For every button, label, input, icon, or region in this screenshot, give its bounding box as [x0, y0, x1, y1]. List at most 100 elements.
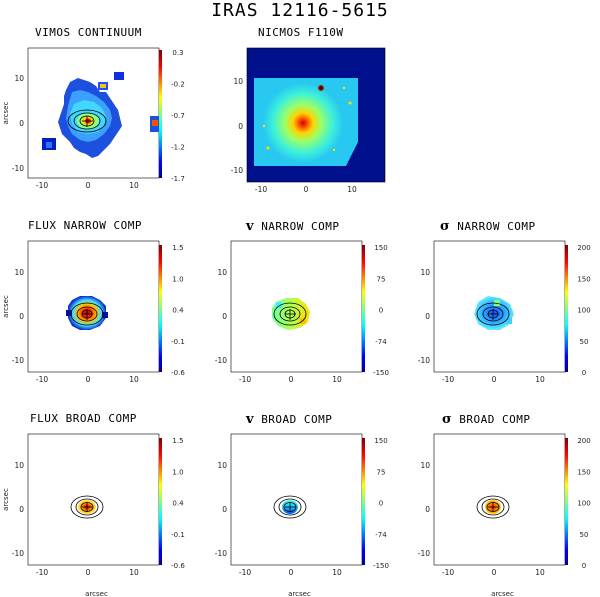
colorbar-tick-label: 75: [377, 468, 386, 476]
colorbar-tick-label: 0.4: [172, 500, 184, 508]
center-cross: [488, 502, 499, 512]
x-tick-label: -10: [255, 185, 267, 194]
y-tick-label: -10: [12, 356, 24, 365]
colorbar-tick-label: 0: [379, 500, 383, 508]
center-cross: [82, 116, 93, 127]
colorbar-tick-label: 1.5: [172, 437, 183, 445]
colorbar-tick-label: -0.6: [171, 369, 185, 377]
panel-title-sigma-narrow: σ NARROW COMP: [440, 219, 536, 234]
panel-title-flux-broad: FLUX BROAD COMP: [30, 412, 137, 425]
x-axis-label: arcsec: [288, 590, 311, 597]
y-tick-label: -10: [215, 356, 227, 365]
panel-title-text: NARROW COMP: [261, 220, 340, 233]
x-axis-label: arcsec: [85, 590, 108, 597]
panel-title-text: BROAD COMP: [459, 413, 531, 426]
x-tick-label: 10: [129, 375, 139, 384]
colorbar-tick-label: 0.3: [172, 49, 183, 57]
x-tick-label: 10: [347, 185, 357, 194]
colorbar-tick-label: 150: [374, 244, 387, 252]
x-tick-label: 0: [86, 375, 91, 384]
y-tick-label: -10: [418, 549, 430, 558]
y-tick-label: 0: [19, 119, 24, 128]
y-tick-label: 10: [420, 268, 430, 277]
v-symbol: v: [246, 412, 255, 427]
colorbar-tick-label: 150: [374, 437, 387, 445]
colorbar: [159, 245, 162, 372]
y-tick-label: 0: [19, 312, 24, 321]
colorbar: [565, 438, 568, 565]
colorbar-tick-label: 200: [577, 437, 590, 445]
x-tick-label: -10: [36, 568, 48, 577]
x-tick-label: 0: [289, 568, 294, 577]
panel-title-v-narrow: v NARROW COMP: [246, 219, 340, 234]
x-tick-label: -10: [442, 568, 454, 577]
x-tick-label: 10: [129, 568, 139, 577]
y-tick-label: 10: [14, 461, 24, 470]
y-tick-label: 10: [217, 461, 227, 470]
x-tick-label: 10: [332, 568, 342, 577]
x-tick-label: 0: [304, 185, 309, 194]
panel-title-v-broad: v BROAD COMP: [246, 412, 332, 427]
center-cross: [488, 309, 499, 320]
y-tick-label: 10: [14, 268, 24, 277]
y-tick-label: 10: [420, 461, 430, 470]
y-tick-label: 0: [238, 122, 243, 131]
center-cross: [285, 309, 296, 320]
y-tick-label: 0: [425, 505, 430, 514]
panel-title-sigma-broad: σ BROAD COMP: [442, 412, 530, 427]
colorbar-tick-label: -0.1: [171, 338, 185, 346]
x-tick-label: -10: [239, 375, 251, 384]
colorbar-tick-label: -150: [373, 369, 389, 377]
sigma-symbol: σ: [440, 219, 451, 234]
x-tick-label: 0: [289, 375, 294, 384]
y-tick-label: 10: [217, 268, 227, 277]
y-tick-label: 0: [425, 312, 430, 321]
colorbar: [362, 245, 365, 372]
axes-frame: [230, 433, 363, 566]
sigma-symbol: σ: [442, 412, 453, 427]
colorbar-tick-label: 0: [379, 307, 383, 315]
y-axis-label: arcsec: [2, 102, 10, 125]
y-tick-label: -10: [12, 164, 24, 173]
y-axis-label: arcsec: [2, 295, 10, 318]
x-tick-label: 10: [332, 375, 342, 384]
nicmos-galaxy: [263, 83, 343, 163]
colorbar-tick-label: 0.4: [172, 307, 184, 315]
x-tick-label: 0: [86, 181, 91, 190]
colorbar-tick-label: 150: [577, 275, 590, 283]
x-tick-label: -10: [36, 181, 48, 190]
panel-title-vimos-continuum: VIMOS CONTINUUM: [35, 26, 142, 39]
colorbar-tick-label: -0.7: [171, 112, 185, 120]
panel-title-text: BROAD COMP: [261, 413, 333, 426]
x-tick-label: -10: [239, 568, 251, 577]
x-tick-label: 0: [492, 568, 497, 577]
colorbar-tick-label: -0.1: [171, 531, 185, 539]
colorbar-tick-label: -74: [375, 338, 387, 346]
colorbar-tick-label: -1.7: [171, 175, 185, 183]
x-tick-label: -10: [442, 375, 454, 384]
x-tick-label: 10: [535, 375, 545, 384]
colorbar-tick-label: 75: [377, 275, 386, 283]
colorbar: [159, 50, 162, 178]
y-tick-label: -10: [231, 166, 243, 175]
y-tick-label: 10: [233, 77, 243, 86]
colorbar-tick-label: 100: [577, 307, 590, 315]
colorbar-tick-label: 100: [577, 500, 590, 508]
colorbar-tick-label: -0.6: [171, 562, 185, 570]
colorbar-tick-label: -1.2: [171, 144, 185, 152]
center-cross: [285, 502, 296, 512]
colorbar: [362, 438, 365, 565]
colorbar-tick-label: 50: [580, 338, 589, 346]
colorbar-tick-label: 1.0: [172, 468, 183, 476]
v-symbol: v: [246, 219, 255, 234]
x-axis-label: arcsec: [491, 590, 514, 597]
panel-title-text: NARROW COMP: [457, 220, 536, 233]
panel-title-nicmos-f110w: NICMOS F110W: [258, 26, 344, 39]
x-tick-label: 10: [129, 181, 139, 190]
colorbar: [565, 245, 568, 372]
y-tick-label: 10: [14, 74, 24, 83]
colorbar: [159, 438, 162, 565]
panel-title-flux-narrow: FLUX NARROW COMP: [28, 219, 142, 232]
axes-frame: [27, 433, 160, 566]
nicmos-stars: [262, 85, 352, 152]
